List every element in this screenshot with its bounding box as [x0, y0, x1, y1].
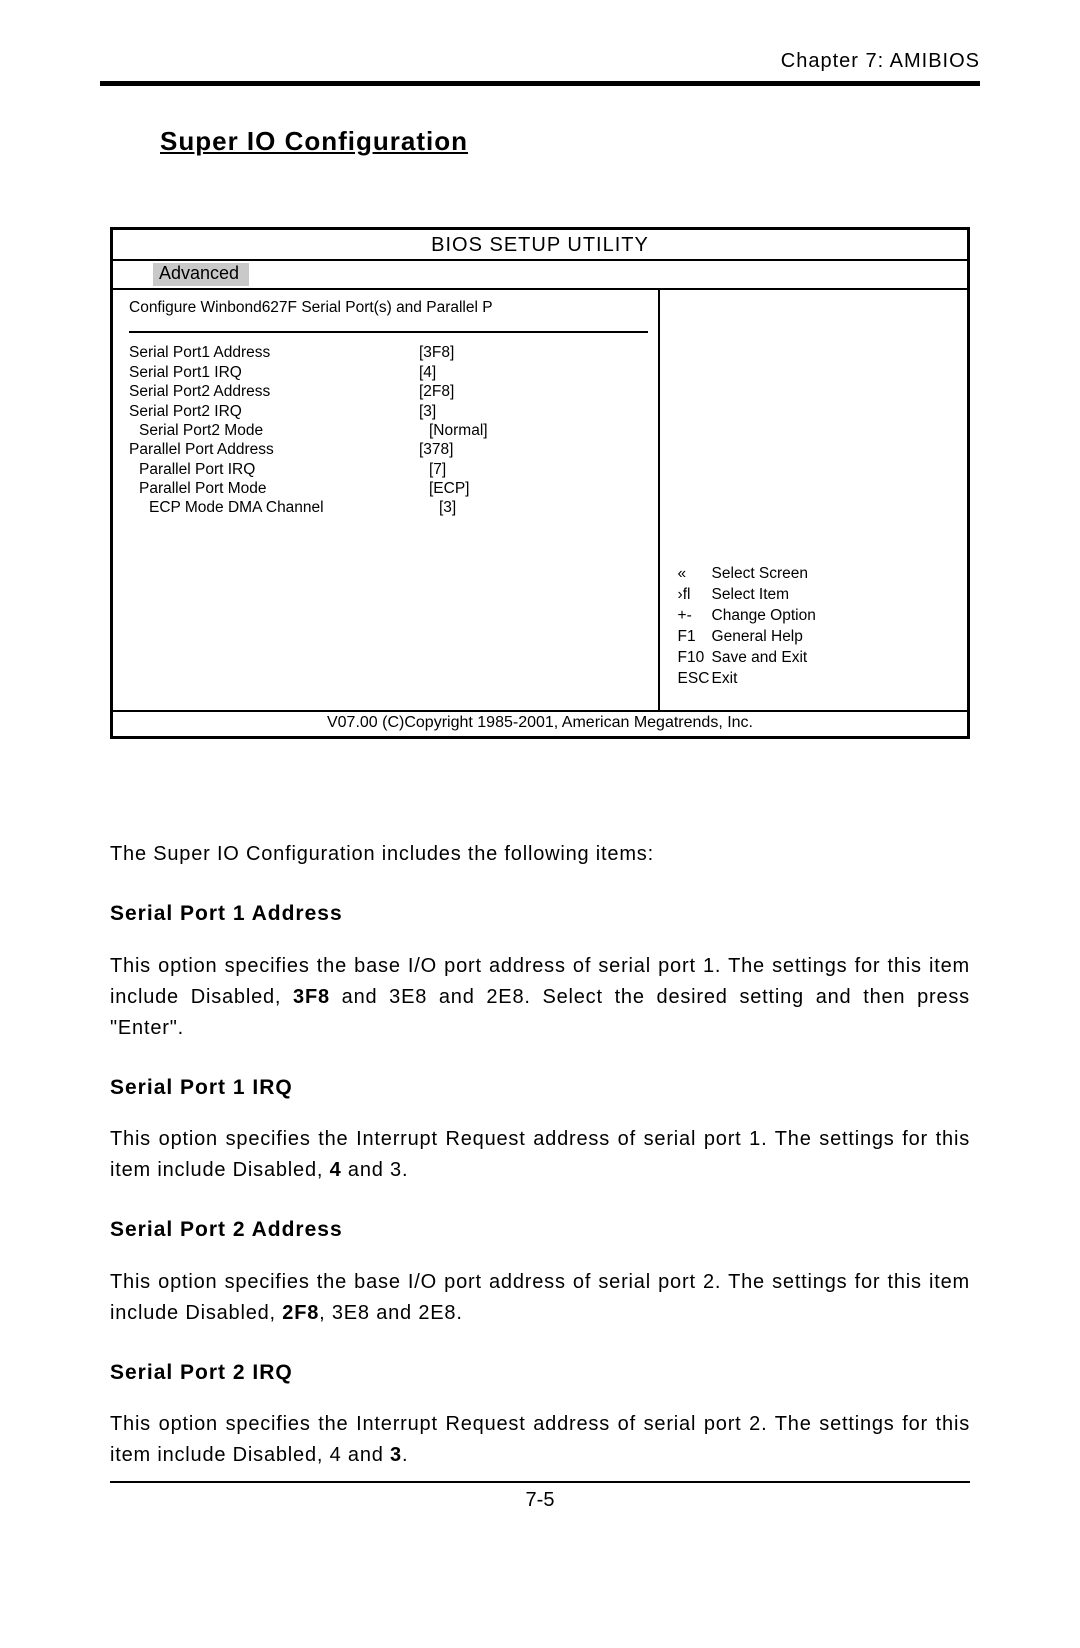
text-run: and 3. [342, 1159, 409, 1181]
chapter-header: Chapter 7: AMIBIOS [100, 50, 980, 73]
setting-label: Parallel Port IRQ [129, 460, 429, 479]
text-bold: 3 [390, 1444, 402, 1466]
paragraph: This option specifies the Interrupt Requ… [110, 1409, 970, 1471]
help-key: F1 [678, 627, 712, 648]
setting-row[interactable]: Serial Port1 IRQ [4] [129, 363, 648, 382]
help-item: F1General Help [678, 627, 957, 648]
text-run: This option specifies the base I/O port … [110, 1271, 970, 1324]
help-item: ESCExit [678, 669, 957, 690]
setting-label: ECP Mode DMA Channel [129, 498, 439, 517]
text-run: , 3E8 and 2E8. [319, 1302, 463, 1324]
header-rule [100, 81, 980, 86]
setting-row[interactable]: Serial Port2 IRQ [3] [129, 402, 648, 421]
setting-value: [2F8] [419, 382, 648, 401]
paragraph: This option specifies the base I/O port … [110, 951, 970, 1044]
setting-row[interactable]: Serial Port2 Address [2F8] [129, 382, 648, 401]
config-rule [129, 331, 648, 333]
setting-value: [3] [439, 498, 648, 517]
bios-help-panel: «Select Screen ›flSelect Item +-Change O… [660, 290, 967, 710]
setting-value: [7] [429, 460, 648, 479]
intro-paragraph: The Super IO Configuration includes the … [110, 839, 970, 870]
help-key: +- [678, 606, 712, 627]
help-key: F10 [678, 648, 712, 669]
help-item: F10Save and Exit [678, 648, 957, 669]
footer-rule [110, 1481, 970, 1483]
setting-value: [4] [419, 363, 648, 382]
bios-footer: V07.00 (C)Copyright 1985-2001, American … [113, 710, 967, 736]
setting-value: [3] [419, 402, 648, 421]
setting-row[interactable]: Parallel Port Address [378] [129, 440, 648, 459]
help-text: General Help [712, 628, 803, 645]
bios-tab-row: Advanced [113, 261, 967, 288]
help-item: +-Change Option [678, 606, 957, 627]
setting-value: [Normal] [429, 421, 648, 440]
help-text: Select Item [712, 586, 790, 603]
setting-label: Parallel Port Mode [129, 479, 429, 498]
setting-row[interactable]: ECP Mode DMA Channel [3] [129, 498, 648, 517]
help-list: «Select Screen ›flSelect Item +-Change O… [678, 564, 957, 690]
paragraph: This option specifies the base I/O port … [110, 1267, 970, 1329]
help-key: ESC [678, 669, 712, 690]
paragraph: This option specifies the Interrupt Requ… [110, 1124, 970, 1186]
setting-label: Serial Port1 Address [129, 343, 419, 362]
bios-setup-box: BIOS SETUP UTILITY Advanced Configure Wi… [110, 227, 970, 739]
body-text: The Super IO Configuration includes the … [110, 839, 970, 1471]
help-text: Exit [712, 670, 738, 687]
subheading: Serial Port 2 Address [110, 1214, 970, 1247]
help-item: ›flSelect Item [678, 585, 957, 606]
help-text: Select Screen [712, 565, 809, 582]
text-run: This option specifies the Interrupt Requ… [110, 1413, 970, 1466]
text-bold: 2F8 [282, 1302, 319, 1324]
setting-label: Serial Port2 Address [129, 382, 419, 401]
help-text: Change Option [712, 607, 816, 624]
setting-value: [ECP] [429, 479, 648, 498]
setting-row[interactable]: Serial Port1 Address [3F8] [129, 343, 648, 362]
text-bold: 3F8 [293, 986, 330, 1008]
text-bold: 4 [330, 1159, 342, 1181]
bios-settings-panel: Configure Winbond627F Serial Port(s) and… [113, 290, 660, 710]
text-run: . [402, 1444, 408, 1466]
setting-label: Serial Port1 IRQ [129, 363, 419, 382]
help-key: « [678, 564, 712, 585]
subheading: Serial Port 1 IRQ [110, 1072, 970, 1105]
setting-value: [3F8] [419, 343, 648, 362]
setting-row[interactable]: Parallel Port IRQ [7] [129, 460, 648, 479]
page-number: 7-5 [100, 1489, 980, 1512]
setting-label: Serial Port2 IRQ [129, 402, 419, 421]
config-description: Configure Winbond627F Serial Port(s) and… [129, 298, 648, 317]
setting-row[interactable]: Parallel Port Mode [ECP] [129, 479, 648, 498]
setting-row[interactable]: Serial Port2 Mode [Normal] [129, 421, 648, 440]
page: Chapter 7: AMIBIOS Super IO Configuratio… [0, 0, 1080, 1648]
help-text: Save and Exit [712, 649, 808, 666]
bios-body: Configure Winbond627F Serial Port(s) and… [113, 290, 967, 710]
text-run: This option specifies the Interrupt Requ… [110, 1128, 970, 1181]
setting-label: Serial Port2 Mode [129, 421, 429, 440]
tab-advanced[interactable]: Advanced [153, 263, 249, 286]
help-item: «Select Screen [678, 564, 957, 585]
help-key: ›fl [678, 585, 712, 606]
bios-title: BIOS SETUP UTILITY [113, 230, 967, 259]
subheading: Serial Port 1 Address [110, 898, 970, 931]
setting-label: Parallel Port Address [129, 440, 419, 459]
section-title: Super IO Configuration [160, 126, 980, 157]
setting-value: [378] [419, 440, 648, 459]
subheading: Serial Port 2 IRQ [110, 1357, 970, 1390]
